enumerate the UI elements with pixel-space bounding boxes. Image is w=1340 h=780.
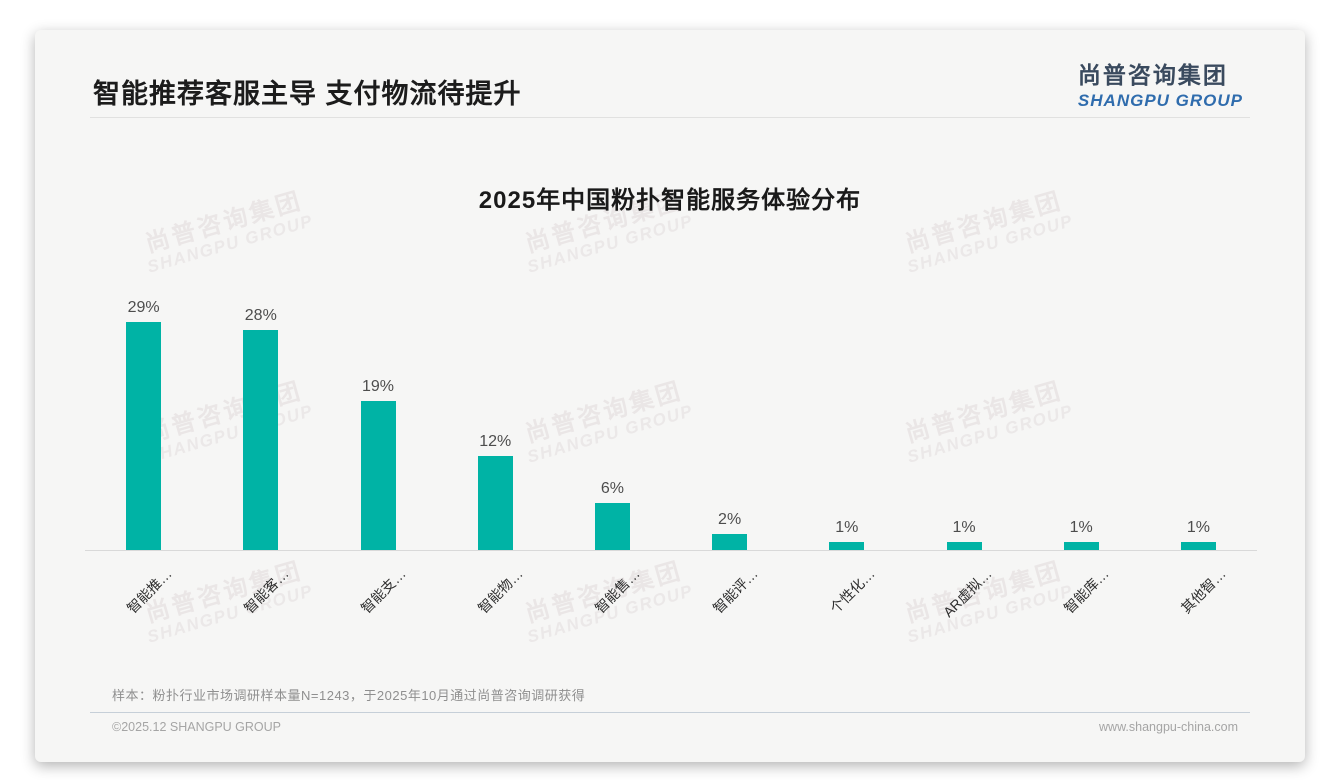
bar-value-label: 29% bbox=[127, 299, 160, 316]
bar bbox=[946, 542, 982, 550]
bar bbox=[126, 322, 162, 550]
x-axis-labels: 智能推… 智能客… 智能支… 智能物… 智能售… 智能评… 个性化… AR虚拟… 智能库… 其他智… bbox=[85, 552, 1257, 647]
x-axis-label: 智能支… bbox=[357, 565, 409, 617]
footnote: 样本：粉扑行业市场调研样本量N=1243，于2025年10月通过尚普咨询调研获得 bbox=[112, 688, 586, 703]
x-axis-label: AR虚拟… bbox=[939, 565, 995, 621]
bar-value-label: 1% bbox=[1186, 519, 1210, 536]
x-axis-label: 智能售… bbox=[592, 565, 644, 617]
footer-copyright: ©2025.12 SHANGPU GROUP bbox=[112, 720, 281, 734]
bar bbox=[1063, 542, 1099, 550]
logo-en-text: SHANGPU GROUP bbox=[1077, 91, 1243, 110]
bar-value-label: 6% bbox=[600, 480, 624, 497]
bar-value-label: 12% bbox=[479, 433, 512, 450]
bar-column: 28% bbox=[202, 288, 319, 550]
bar-column: 29% bbox=[85, 288, 202, 550]
bar-value-label: 1% bbox=[1069, 519, 1093, 536]
x-axis-label: 智能库… bbox=[1061, 565, 1112, 617]
bar-column: 1% bbox=[1023, 288, 1140, 550]
bar-value-label: 1% bbox=[835, 519, 859, 536]
bar-column: 1% bbox=[1140, 288, 1257, 550]
slide-card: 尚普咨询集团 SHANGPU GROUP 尚普咨询集团 SHANGPU GROUP 尚普… bbox=[35, 30, 1305, 762]
x-axis-label: 智能物… bbox=[475, 565, 526, 617]
chart-title: 2025年中国粉扑智能服务体验分布 bbox=[478, 187, 862, 214]
bar-value-label: 19% bbox=[361, 378, 395, 395]
bar-column: 6% bbox=[554, 288, 671, 550]
footer: ©2025.12 SHANGPU GROUP www.shangpu-china… bbox=[112, 720, 1238, 734]
bar-column: 1% bbox=[905, 288, 1022, 550]
x-axis-label: 智能评… bbox=[709, 565, 761, 617]
bar bbox=[1180, 542, 1216, 550]
bar-column: 1% bbox=[788, 288, 905, 550]
bar-value-label: 28% bbox=[244, 307, 277, 324]
plot-columns: 29% 28% 19% 12% 6% 2% 1% 1% 1% 1% bbox=[85, 288, 1257, 551]
x-axis-label: 其他智… bbox=[1178, 565, 1230, 617]
bar-column: 2% bbox=[671, 288, 788, 550]
footer-url: www.shangpu-china.com bbox=[1099, 720, 1238, 734]
logo: 尚普咨询集团 SHANGPU GROUP bbox=[1078, 56, 1243, 111]
page-title: 智能推荐客服主导 支付物流待提升 bbox=[93, 79, 522, 109]
bar bbox=[360, 401, 396, 550]
bar-value-label: 2% bbox=[718, 511, 742, 528]
footer-divider bbox=[90, 712, 1250, 713]
x-axis-label: 个性化… bbox=[826, 565, 878, 617]
logo-cn-text: 尚普咨询集团 bbox=[1077, 62, 1228, 88]
bar-column: 19% bbox=[319, 288, 436, 550]
bar bbox=[594, 503, 630, 550]
x-axis-label: 智能推… bbox=[123, 565, 175, 617]
bar bbox=[829, 542, 865, 550]
header-divider bbox=[90, 117, 1250, 118]
bar-value-label: 1% bbox=[952, 519, 976, 536]
bar bbox=[477, 456, 513, 550]
bar-column: 12% bbox=[437, 288, 554, 550]
x-axis-label: 智能客… bbox=[240, 565, 292, 617]
bar bbox=[712, 534, 748, 550]
bar bbox=[243, 330, 279, 550]
